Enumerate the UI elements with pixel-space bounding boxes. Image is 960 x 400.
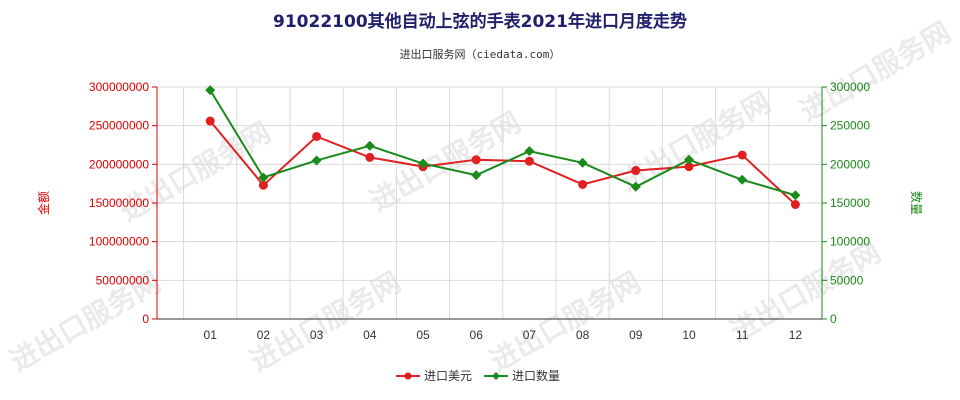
right-axis-title: 数量	[909, 191, 924, 215]
legend-marker-import-usd	[404, 372, 412, 380]
data-point-import-qty	[524, 146, 535, 157]
data-point-import-qty	[258, 172, 269, 183]
left-axis-ticks: 0 50000000 100000000 150000000 200000000 2500…	[89, 80, 157, 326]
x-tick-label: 07	[523, 328, 537, 342]
data-point-import-usd	[365, 152, 375, 162]
x-tick-label: 02	[257, 328, 271, 342]
x-tick-label: 09	[629, 328, 643, 342]
right-tick-label: 200000	[830, 157, 870, 171]
data-point-import-qty	[364, 140, 375, 151]
watermark-text: 进出口服务网	[794, 15, 956, 128]
right-tick-label: 250000	[830, 119, 870, 133]
left-tick-label: 200000000	[89, 157, 149, 171]
data-point-import-qty	[630, 181, 641, 192]
x-tick-label: 10	[682, 328, 696, 342]
data-point-import-qty	[418, 158, 428, 169]
x-tick-label: 05	[416, 328, 430, 342]
left-tick-label: 100000000	[89, 235, 149, 249]
x-tick-label: 08	[576, 328, 590, 342]
x-tick-label: 04	[363, 328, 377, 342]
data-point-import-usd	[312, 131, 322, 141]
series-layer	[205, 85, 801, 210]
right-axis-ticks: 0 50000 100000 150000 200000 250000 300000	[822, 80, 870, 326]
data-point-import-usd	[205, 116, 215, 126]
legend-label-import-qty: 进口数量	[512, 368, 560, 383]
data-point-import-qty	[684, 154, 694, 165]
chart-subtitle: 进出口服务网（ciedata.com）	[400, 47, 561, 61]
right-tick-label: 150000	[830, 196, 870, 210]
watermark-text: 进出口服务网	[364, 105, 526, 218]
left-tick-label: 0	[142, 312, 149, 326]
watermark-text: 进出口服务网	[614, 85, 776, 198]
right-tick-label: 300000	[830, 80, 870, 94]
data-point-import-qty	[790, 190, 801, 201]
data-point-import-usd	[471, 155, 481, 165]
data-point-import-usd	[631, 166, 641, 176]
legend-item-import-usd[interactable]: 进口美元	[396, 369, 472, 383]
legend-item-import-qty[interactable]: 进口数量	[484, 368, 560, 383]
watermark-text: 进出口服务网	[484, 265, 646, 378]
x-tick-label: 01	[204, 328, 218, 342]
watermark-text: 进出口服务网	[724, 235, 886, 348]
data-point-import-usd	[684, 162, 694, 172]
data-point-import-qty	[737, 174, 748, 185]
right-tick-label: 0	[830, 312, 837, 326]
data-point-import-qty	[471, 170, 482, 181]
chart-title: 91022100其他自动上弦的手表2021年进口月度走势	[273, 11, 687, 32]
x-tick-label: 03	[310, 328, 324, 342]
x-tick-label: 11	[736, 328, 749, 342]
x-axis-ticks: 01 02 03 04 05 06 07 08 09 10 11 12	[204, 328, 803, 342]
legend-marker-import-qty	[492, 372, 500, 380]
data-point-import-usd	[578, 179, 588, 189]
data-point-import-usd	[790, 200, 800, 210]
right-tick-label: 50000	[830, 273, 864, 287]
right-tick-label: 100000	[830, 235, 870, 249]
legend: 进口美元 进口数量	[396, 368, 560, 383]
data-point-import-usd	[737, 150, 747, 160]
watermark-text: 进出口服务网	[244, 265, 406, 378]
data-point-import-qty	[577, 157, 588, 168]
left-tick-label: 50000000	[96, 273, 150, 287]
series-line-import-usd	[209, 120, 797, 206]
left-tick-label: 150000000	[89, 196, 149, 210]
data-point-import-usd	[258, 180, 268, 190]
data-point-import-qty	[311, 155, 322, 166]
left-tick-label: 250000000	[89, 119, 149, 133]
data-point-import-usd	[524, 156, 534, 166]
left-axis-title: 金额	[36, 191, 51, 215]
series-line-import-qty	[209, 89, 796, 197]
x-tick-label: 12	[789, 328, 803, 342]
legend-label-import-usd: 进口美元	[424, 369, 472, 383]
data-point-import-qty	[205, 85, 216, 96]
left-tick-label: 300000000	[89, 80, 149, 94]
x-tick-label: 06	[470, 328, 484, 342]
